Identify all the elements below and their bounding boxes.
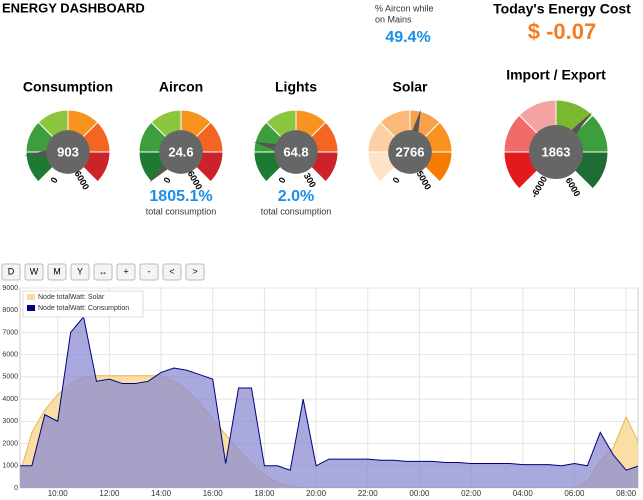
- gauge-hub: [274, 130, 318, 174]
- toolbar-button[interactable]: [162, 263, 182, 281]
- x-tick-label: 12:00: [99, 489, 120, 498]
- y-tick-label: 6000: [2, 352, 18, 359]
- toolbar-label[interactable]: W: [30, 266, 39, 276]
- toolbar-label[interactable]: +: [123, 266, 128, 276]
- y-tick-label: 1000: [2, 463, 18, 470]
- gauge-title: Lights: [275, 79, 317, 95]
- gauge-value: 1863: [542, 144, 571, 159]
- legend-label: Node totalWatt: Consumption: [38, 305, 129, 312]
- gauge-value: 64.8: [283, 144, 308, 159]
- series-area: [20, 316, 638, 488]
- gauge-hub: [388, 130, 432, 174]
- cost-value: $ -0.07: [528, 19, 597, 44]
- gauge-note: total consumption: [146, 206, 217, 216]
- gauge-value: 903: [57, 144, 79, 159]
- gauge-note: total consumption: [261, 206, 332, 216]
- toolbar-label[interactable]: ↔: [99, 266, 108, 276]
- legend-box: [22, 290, 144, 318]
- gauge-value: 2766: [396, 144, 425, 159]
- toolbar-button[interactable]: [116, 263, 136, 281]
- gauge-min: 0: [277, 176, 288, 185]
- cost-title: Today's Energy Cost: [493, 1, 631, 17]
- x-tick-label: 20:00: [306, 489, 327, 498]
- toolbar-button[interactable]: [93, 263, 113, 281]
- toolbar-label[interactable]: <: [169, 266, 174, 276]
- aircon-value: 49.4%: [385, 29, 430, 46]
- y-tick-label: 5000: [2, 374, 18, 381]
- x-tick-label: 16:00: [203, 489, 224, 498]
- aircon-label: % Aircon while: [375, 3, 434, 13]
- gauge-title: Solar: [392, 79, 428, 95]
- gauge-percent: 1805.1%: [149, 188, 212, 205]
- x-tick-label: 02:00: [461, 489, 482, 498]
- y-tick-label: 2000: [2, 440, 18, 447]
- gauge-hub: [46, 130, 90, 174]
- x-tick-label: 14:00: [151, 489, 172, 498]
- gauge-max: 300: [302, 171, 318, 189]
- x-tick-label: 22:00: [358, 489, 379, 498]
- series-line: [20, 315, 638, 471]
- toolbar-label[interactable]: >: [192, 266, 197, 276]
- toolbar-button[interactable]: [185, 263, 205, 281]
- toolbar-button[interactable]: [1, 263, 21, 281]
- gauge-value: 24.6: [168, 144, 193, 159]
- gauge-hub: [528, 124, 584, 180]
- x-tick-label: 06:00: [564, 489, 585, 498]
- series-line: [20, 375, 638, 488]
- toolbar-button[interactable]: [24, 263, 44, 281]
- x-tick-label: 08:00: [616, 489, 637, 498]
- legend-swatch: [27, 294, 35, 300]
- gauge-percent: 2.0%: [278, 188, 314, 205]
- x-tick-label: 10:00: [48, 489, 69, 498]
- gauge-max: 6000: [564, 176, 583, 198]
- toolbar-label[interactable]: Y: [77, 266, 83, 276]
- x-tick-label: 00:00: [409, 489, 430, 498]
- x-tick-label: 04:00: [513, 489, 534, 498]
- toolbar-label[interactable]: D: [8, 266, 15, 276]
- toolbar-label[interactable]: M: [53, 266, 61, 276]
- aircon-label: on Mains: [375, 14, 412, 24]
- gauge-title: Aircon: [159, 79, 203, 95]
- y-tick-label: 3000: [2, 418, 18, 425]
- toolbar-button[interactable]: [139, 263, 159, 281]
- gauge-min: -6000: [529, 175, 549, 200]
- y-tick-label: 8000: [2, 307, 18, 314]
- gauge-min: 0: [49, 176, 60, 185]
- gauge-min: 0: [391, 176, 402, 185]
- y-tick-label: 9000: [2, 285, 18, 292]
- x-tick-label: 18:00: [254, 489, 275, 498]
- title: ENERGY DASHBOARD: [2, 0, 145, 15]
- gauge-hub: [159, 130, 203, 174]
- toolbar-button[interactable]: [70, 263, 90, 281]
- legend-swatch: [27, 305, 35, 311]
- toolbar-label[interactable]: -: [148, 266, 151, 276]
- y-tick-label: 4000: [2, 396, 18, 403]
- gauge-min: 0: [162, 176, 173, 185]
- gauge-title: Import / Export: [506, 67, 606, 83]
- y-tick-label: 0: [14, 485, 18, 492]
- y-tick-label: 7000: [2, 329, 18, 336]
- toolbar-button[interactable]: [47, 263, 67, 281]
- legend-label: Node totalWatt: Solar: [38, 294, 105, 301]
- gauge-title: Consumption: [23, 79, 113, 95]
